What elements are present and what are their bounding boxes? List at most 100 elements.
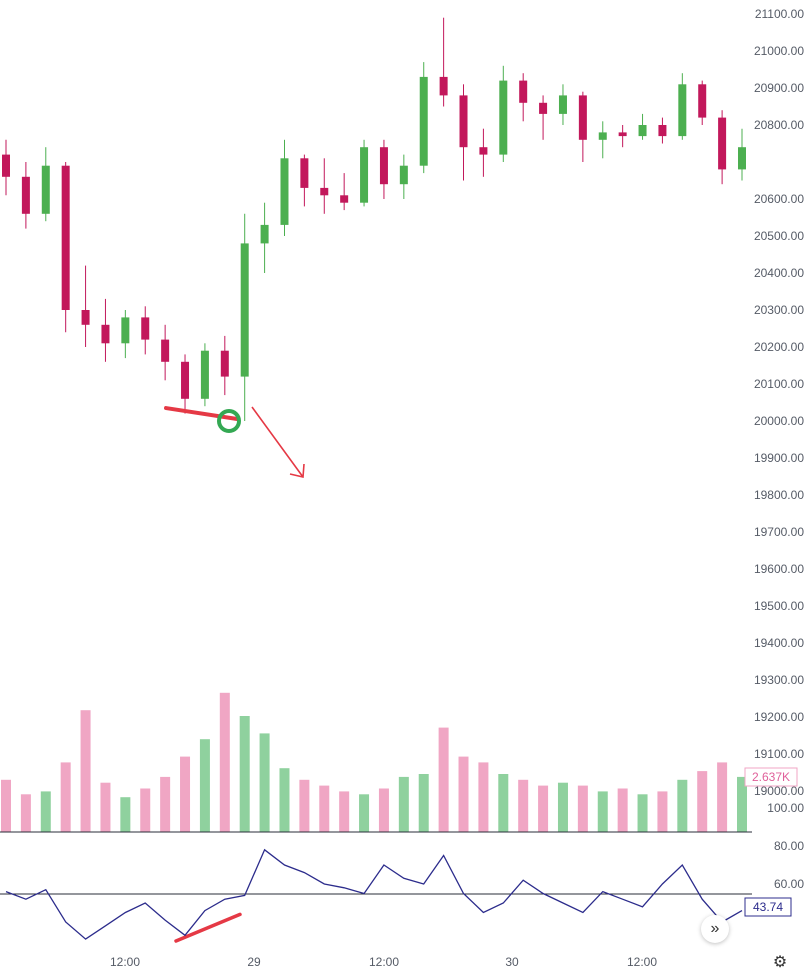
- candle: [718, 110, 727, 185]
- price-tick-label: 19500.00: [754, 599, 804, 613]
- candle-body: [101, 324, 110, 344]
- candle-body: [499, 80, 508, 155]
- candle-body: [81, 310, 90, 325]
- price-tick-label: 19600.00: [754, 562, 804, 576]
- volume-bar: [299, 779, 310, 832]
- settings-button[interactable]: ⚙: [770, 952, 790, 972]
- volume-bar: [359, 794, 370, 832]
- volume-bar: [557, 782, 568, 832]
- candle-body: [698, 84, 707, 118]
- drawings[interactable]: [164, 406, 305, 943]
- candle-body: [678, 84, 687, 137]
- volume-bar: [20, 794, 31, 832]
- candle: [459, 84, 468, 181]
- candle-body: [519, 80, 528, 103]
- volume-bar: [478, 762, 489, 832]
- price-tick-label: 19300.00: [754, 673, 804, 687]
- volume-bar: [438, 727, 449, 832]
- price-tick-label: 20800.00: [754, 118, 804, 132]
- volume-bar: [498, 774, 509, 832]
- candle-body: [399, 165, 408, 185]
- candle-body: [340, 195, 349, 203]
- volume-bar: [458, 756, 469, 832]
- price-tick-label: 21100.00: [755, 7, 804, 21]
- candle: [200, 343, 209, 407]
- volume-bar: [319, 785, 330, 832]
- candle-body: [658, 125, 667, 137]
- scroll-to-realtime-button[interactable]: »: [701, 915, 729, 943]
- candle: [260, 202, 269, 273]
- time-tick-label: 30: [505, 955, 519, 969]
- price-axis[interactable]: 21100.00 21000.00 20900.00 20800.00 20600.00…: [754, 7, 804, 798]
- volume-bar: [518, 779, 529, 832]
- candle-body: [300, 158, 309, 188]
- volume-bar: [677, 779, 688, 832]
- price-tick-label: 19900.00: [754, 451, 804, 465]
- candle-body: [121, 317, 130, 344]
- price-tick-label: 19800.00: [754, 488, 804, 502]
- candle: [81, 265, 90, 347]
- price-tick-label: 19100.00: [754, 747, 804, 761]
- candle: [280, 139, 289, 236]
- volume-bar: [80, 710, 91, 832]
- volume-bar: [160, 776, 171, 832]
- candle-body: [260, 224, 269, 244]
- candle-body: [479, 147, 488, 155]
- candle: [738, 128, 746, 181]
- time-tick-label: 29: [247, 955, 261, 969]
- arrow-down-annotation: [251, 406, 305, 478]
- volume-bar: [339, 791, 350, 832]
- candle: [320, 158, 329, 214]
- volume-bar: [398, 776, 409, 832]
- candle-body: [21, 176, 30, 214]
- candle: [539, 95, 548, 140]
- volume-bar: [597, 791, 608, 832]
- time-axis[interactable]: 12:00 29 12:00 30 12:00: [110, 955, 657, 969]
- rsi-axis[interactable]: 100.00 80.00 60.00: [767, 801, 804, 891]
- candle-body: [220, 350, 229, 377]
- candle-body: [240, 243, 249, 377]
- candle: [101, 298, 110, 362]
- volume-bar: [697, 771, 708, 832]
- price-tick-label: 20500.00: [754, 229, 804, 243]
- rsi-tick-label: 80.00: [774, 839, 804, 853]
- volume-bar: [239, 716, 250, 832]
- candle-body: [181, 361, 190, 399]
- price-tick-label: 20400.00: [754, 266, 804, 280]
- volume-bar: [219, 692, 230, 832]
- candle-body: [459, 95, 468, 148]
- candle: [598, 121, 607, 159]
- price-tick-label: 19700.00: [754, 525, 804, 539]
- time-tick-label: 12:00: [627, 955, 657, 969]
- price-candles: [2, 17, 746, 421]
- price-tick-label: 20300.00: [754, 303, 804, 317]
- candle-body: [41, 165, 50, 214]
- time-tick-label: 12:00: [110, 955, 140, 969]
- rsi-line: [5, 848, 743, 940]
- candle: [360, 139, 369, 207]
- candle: [300, 154, 309, 207]
- candle-body: [200, 350, 209, 399]
- candle-body: [738, 147, 746, 170]
- candle: [220, 335, 229, 396]
- candle: [558, 84, 567, 125]
- candle: [41, 147, 50, 222]
- volume-bar: [259, 733, 270, 832]
- volume-bar: [657, 791, 668, 832]
- candle: [121, 310, 130, 359]
- candle: [61, 162, 70, 333]
- volume-bar: [538, 785, 549, 832]
- candle-body: [618, 132, 627, 137]
- price-tick-label: 20100.00: [754, 377, 804, 391]
- price-tick-label: 20600.00: [754, 192, 804, 206]
- double-chevron-right-icon: »: [710, 920, 720, 937]
- price-tick-label: 19200.00: [754, 710, 804, 724]
- price-tick-label: 20000.00: [754, 414, 804, 428]
- price-tick-label: 19000.00: [754, 784, 804, 798]
- volume-bar: [120, 797, 131, 832]
- volume-bars: [1, 692, 747, 832]
- rsi-badge-value: 43.74: [753, 900, 783, 914]
- candle-body: [360, 147, 369, 203]
- candle-body: [61, 165, 70, 310]
